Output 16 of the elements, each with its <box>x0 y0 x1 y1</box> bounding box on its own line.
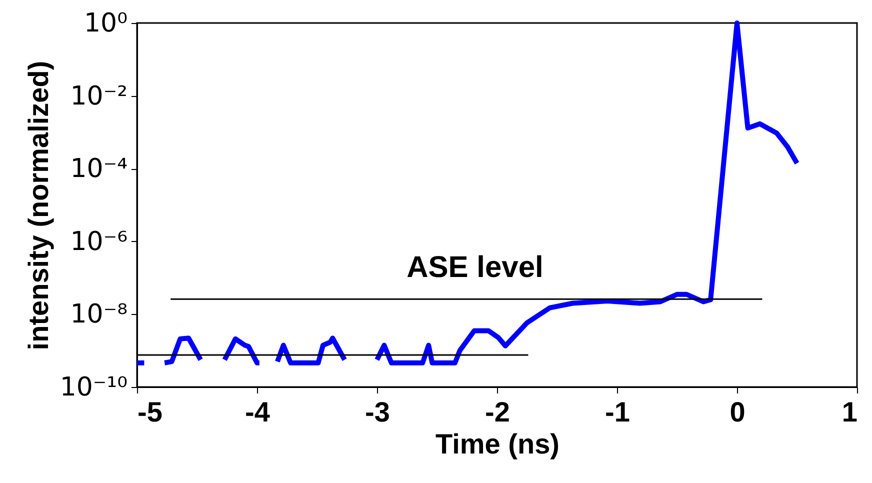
y-tick-label: 10⁰ <box>84 8 128 38</box>
x-tick-label: -2 <box>485 396 510 428</box>
x-tick-label: -4 <box>245 396 270 428</box>
x-tick-label: -3 <box>365 396 390 428</box>
y-tick-label: 10⁻¹⁰ <box>60 372 128 402</box>
x-tick-label: -5 <box>138 396 162 428</box>
x-tick-label: -1 <box>605 396 630 428</box>
y-tick-label: 10⁻⁶ <box>70 226 128 257</box>
y-tick-label: 10⁻⁴ <box>70 154 128 184</box>
y-tick-label: 10⁻² <box>70 81 128 112</box>
x-axis-title: Time (ns) <box>436 428 560 460</box>
y-tick-label: 10⁻⁸ <box>70 300 128 330</box>
x-tick-label: 1 <box>842 396 858 428</box>
y-axis-title: intensity (normalized) <box>22 60 54 350</box>
annotation: ASE level <box>406 251 544 284</box>
x-tick-label: 0 <box>730 396 746 428</box>
